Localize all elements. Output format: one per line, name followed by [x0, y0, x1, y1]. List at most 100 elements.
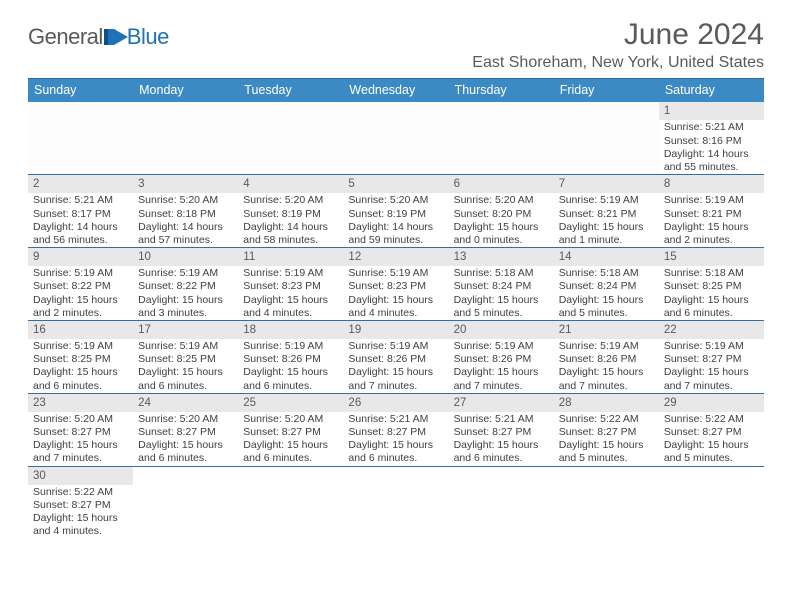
sunset-text: Sunset: 8:27 PM	[554, 426, 659, 439]
daylight-text: Daylight: 15 hours	[343, 439, 448, 452]
sunrise-text: Sunrise: 5:19 AM	[449, 340, 554, 353]
calendar-week-row: 16Sunrise: 5:19 AMSunset: 8:25 PMDayligh…	[28, 321, 764, 394]
daylight-text: Daylight: 15 hours	[28, 366, 133, 379]
sunrise-text: Sunrise: 5:20 AM	[449, 194, 554, 207]
sunrise-text: Sunrise: 5:19 AM	[133, 267, 238, 280]
daylight-text: and 7 minutes.	[343, 380, 448, 393]
daylight-text: Daylight: 14 hours	[238, 221, 343, 234]
daylight-text: Daylight: 15 hours	[238, 366, 343, 379]
calendar-day-cell: 10Sunrise: 5:19 AMSunset: 8:22 PMDayligh…	[133, 248, 238, 320]
calendar-day-cell: 21Sunrise: 5:19 AMSunset: 8:26 PMDayligh…	[554, 321, 659, 393]
calendar-day-cell: 6Sunrise: 5:20 AMSunset: 8:20 PMDaylight…	[449, 175, 554, 247]
daylight-text: and 2 minutes.	[28, 307, 133, 320]
day-number: 10	[133, 248, 238, 266]
calendar-day-cell: 17Sunrise: 5:19 AMSunset: 8:25 PMDayligh…	[133, 321, 238, 393]
sunset-text: Sunset: 8:22 PM	[28, 280, 133, 293]
daylight-text: and 7 minutes.	[554, 380, 659, 393]
sunrise-text: Sunrise: 5:22 AM	[659, 413, 764, 426]
sunrise-text: Sunrise: 5:18 AM	[554, 267, 659, 280]
sunset-text: Sunset: 8:27 PM	[133, 426, 238, 439]
day-number: 2	[28, 175, 133, 193]
calendar-empty-cell	[554, 467, 659, 539]
calendar-day-cell: 12Sunrise: 5:19 AMSunset: 8:23 PMDayligh…	[343, 248, 448, 320]
weekday-header: Tuesday	[238, 79, 343, 102]
sunrise-text: Sunrise: 5:18 AM	[659, 267, 764, 280]
weekday-header: Monday	[133, 79, 238, 102]
sunrise-text: Sunrise: 5:20 AM	[28, 413, 133, 426]
sunset-text: Sunset: 8:19 PM	[238, 208, 343, 221]
sunset-text: Sunset: 8:23 PM	[238, 280, 343, 293]
calendar-day-cell: 15Sunrise: 5:18 AMSunset: 8:25 PMDayligh…	[659, 248, 764, 320]
sunrise-text: Sunrise: 5:21 AM	[449, 413, 554, 426]
day-number: 13	[449, 248, 554, 266]
sunset-text: Sunset: 8:27 PM	[659, 353, 764, 366]
weekday-header: Thursday	[449, 79, 554, 102]
calendar-day-cell: 26Sunrise: 5:21 AMSunset: 8:27 PMDayligh…	[343, 394, 448, 466]
weekday-header: Sunday	[28, 79, 133, 102]
calendar-day-cell: 30Sunrise: 5:22 AMSunset: 8:27 PMDayligh…	[28, 467, 133, 539]
day-number: 30	[28, 467, 133, 485]
daylight-text: and 6 minutes.	[133, 452, 238, 465]
sunrise-text: Sunrise: 5:19 AM	[343, 340, 448, 353]
calendar-day-cell: 22Sunrise: 5:19 AMSunset: 8:27 PMDayligh…	[659, 321, 764, 393]
daylight-text: and 5 minutes.	[554, 452, 659, 465]
daylight-text: and 6 minutes.	[28, 380, 133, 393]
sunrise-text: Sunrise: 5:19 AM	[659, 194, 764, 207]
daylight-text: Daylight: 15 hours	[238, 294, 343, 307]
day-number: 9	[28, 248, 133, 266]
daylight-text: and 6 minutes.	[343, 452, 448, 465]
day-number: 5	[343, 175, 448, 193]
day-number: 3	[133, 175, 238, 193]
day-number: 25	[238, 394, 343, 412]
sunset-text: Sunset: 8:27 PM	[28, 499, 133, 512]
daylight-text: Daylight: 15 hours	[28, 439, 133, 452]
sunrise-text: Sunrise: 5:21 AM	[659, 121, 764, 134]
daylight-text: Daylight: 15 hours	[554, 366, 659, 379]
daylight-text: and 5 minutes.	[659, 452, 764, 465]
sunrise-text: Sunrise: 5:18 AM	[449, 267, 554, 280]
calendar-day-cell: 4Sunrise: 5:20 AMSunset: 8:19 PMDaylight…	[238, 175, 343, 247]
brand-name-b: Blue	[127, 24, 169, 50]
day-number: 19	[343, 321, 448, 339]
daylight-text: Daylight: 15 hours	[133, 294, 238, 307]
daylight-text: Daylight: 15 hours	[343, 366, 448, 379]
sunset-text: Sunset: 8:24 PM	[449, 280, 554, 293]
calendar-week-row: 2Sunrise: 5:21 AMSunset: 8:17 PMDaylight…	[28, 175, 764, 248]
day-number: 22	[659, 321, 764, 339]
daylight-text: and 7 minutes.	[659, 380, 764, 393]
sunrise-text: Sunrise: 5:19 AM	[28, 267, 133, 280]
daylight-text: and 59 minutes.	[343, 234, 448, 247]
daylight-text: and 56 minutes.	[28, 234, 133, 247]
sunset-text: Sunset: 8:20 PM	[449, 208, 554, 221]
calendar-day-cell: 20Sunrise: 5:19 AMSunset: 8:26 PMDayligh…	[449, 321, 554, 393]
calendar-day-cell: 7Sunrise: 5:19 AMSunset: 8:21 PMDaylight…	[554, 175, 659, 247]
sunrise-text: Sunrise: 5:19 AM	[343, 267, 448, 280]
weekday-header: Wednesday	[343, 79, 448, 102]
daylight-text: and 0 minutes.	[449, 234, 554, 247]
sunset-text: Sunset: 8:26 PM	[238, 353, 343, 366]
weekday-header: Friday	[554, 79, 659, 102]
sunset-text: Sunset: 8:27 PM	[449, 426, 554, 439]
day-number: 16	[28, 321, 133, 339]
sunset-text: Sunset: 8:19 PM	[343, 208, 448, 221]
daylight-text: and 58 minutes.	[238, 234, 343, 247]
calendar-day-cell: 27Sunrise: 5:21 AMSunset: 8:27 PMDayligh…	[449, 394, 554, 466]
sunrise-text: Sunrise: 5:22 AM	[28, 486, 133, 499]
daylight-text: and 57 minutes.	[133, 234, 238, 247]
daylight-text: Daylight: 15 hours	[238, 439, 343, 452]
calendar-empty-cell	[28, 102, 133, 174]
day-number: 29	[659, 394, 764, 412]
sunset-text: Sunset: 8:27 PM	[238, 426, 343, 439]
daylight-text: and 6 minutes.	[659, 307, 764, 320]
daylight-text: Daylight: 15 hours	[554, 294, 659, 307]
calendar-table: Sunday Monday Tuesday Wednesday Thursday…	[28, 78, 764, 538]
calendar-week-row: 23Sunrise: 5:20 AMSunset: 8:27 PMDayligh…	[28, 394, 764, 467]
day-number: 14	[554, 248, 659, 266]
calendar-empty-cell	[133, 102, 238, 174]
day-number: 23	[28, 394, 133, 412]
calendar-day-cell: 8Sunrise: 5:19 AMSunset: 8:21 PMDaylight…	[659, 175, 764, 247]
day-number: 27	[449, 394, 554, 412]
daylight-text: and 7 minutes.	[449, 380, 554, 393]
sunset-text: Sunset: 8:18 PM	[133, 208, 238, 221]
sunset-text: Sunset: 8:26 PM	[343, 353, 448, 366]
